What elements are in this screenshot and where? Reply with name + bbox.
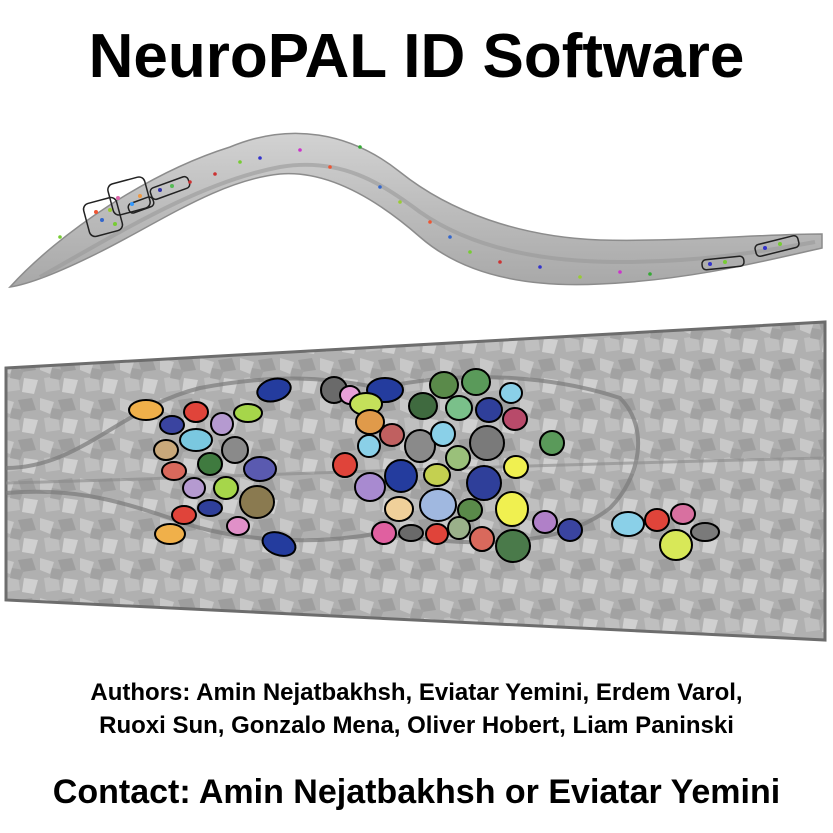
head-neuron-box	[82, 196, 124, 238]
contact-line: Contact: Amin Nejatbakhsh or Eviatar Yem…	[52, 773, 781, 811]
head-closeup-image	[4, 320, 827, 642]
head-neuron-box	[107, 176, 151, 216]
authors-line-1: Authors: Amin Nejatbakhsh, Eviatar Yemin…	[90, 679, 743, 706]
neuron-cells	[128, 368, 720, 563]
worm-neuron-dots	[58, 145, 782, 279]
worm-whole-body-image	[8, 132, 823, 289]
head-neuron-box	[127, 196, 155, 214]
authors-list: Authors: Amin Nejatbakhsh, Eviatar Yemin…	[0, 676, 833, 742]
page-title: NeuroPAL ID Software	[88, 22, 745, 91]
tail-neuron-box	[701, 255, 745, 271]
authors-line-2: Ruoxi Sun, Gonzalo Mena, Oliver Hobert, …	[99, 712, 734, 739]
tail-neuron-box	[754, 234, 800, 258]
